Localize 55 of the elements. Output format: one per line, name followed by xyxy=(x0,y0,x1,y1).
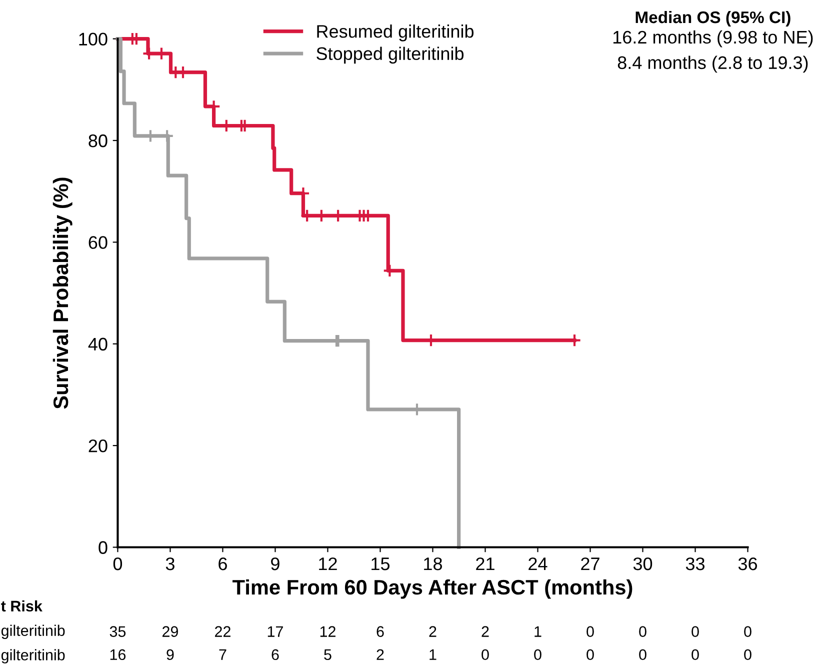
text: 1 xyxy=(534,626,542,637)
text: 0 xyxy=(482,649,489,660)
x-tick-label: 15 xyxy=(372,558,390,570)
text: 5 xyxy=(324,649,332,660)
x-axis-title: Time From 60 Days After ASCT (months) xyxy=(232,579,632,599)
text: 0 xyxy=(744,626,752,637)
x-tick-label: 0 xyxy=(113,557,122,570)
text: 29 xyxy=(162,626,178,637)
x-tick-label: 33 xyxy=(686,557,705,570)
text: 2 xyxy=(429,626,436,637)
text: 6 xyxy=(376,626,384,637)
y-tick-label: 60 xyxy=(88,236,108,249)
text: gilteritinib xyxy=(1,624,65,639)
text: 6 xyxy=(272,649,279,660)
text: 17 xyxy=(268,626,283,637)
text: 0 xyxy=(744,649,752,660)
text: 0 xyxy=(586,649,594,660)
x-tick-label: 24 xyxy=(528,557,548,570)
y-tick-label: 20 xyxy=(88,439,108,452)
annotation: 8.4 months (2.8 to 19.3) xyxy=(618,56,808,73)
x-tick-label: 30 xyxy=(633,557,652,570)
text: 0 xyxy=(692,649,699,660)
text: 22 xyxy=(214,626,230,637)
x-tick-label: 36 xyxy=(738,557,758,570)
text: 16 xyxy=(110,649,126,660)
text: gilteritinib xyxy=(1,649,65,664)
text: 0 xyxy=(586,626,594,637)
y-tick-label: 40 xyxy=(88,338,108,351)
x-tick-label: 6 xyxy=(218,557,227,570)
x-tick-label: 21 xyxy=(476,557,494,570)
x-tick-label: 27 xyxy=(581,557,600,570)
x-tick-label: 3 xyxy=(166,557,174,570)
text: 9 xyxy=(166,649,174,660)
text: 1 xyxy=(430,649,436,660)
text: 0 xyxy=(692,626,699,637)
x-tick-label: 12 xyxy=(319,557,337,570)
x-tick-label: 9 xyxy=(271,557,280,570)
text: 35 xyxy=(110,626,126,637)
text: 0 xyxy=(639,649,646,660)
annotation: 16.2 months (9.98 to NE) xyxy=(613,30,813,48)
text: t Risk xyxy=(1,600,42,612)
y-axis-title: Survival Probability (%) xyxy=(52,178,72,409)
text: 12 xyxy=(320,626,336,637)
x-tick-label: 18 xyxy=(424,557,442,570)
legend-label: Resumed gilteritinib xyxy=(317,24,474,42)
legend-label: Stopped gilteritinib xyxy=(316,46,464,64)
text: 0 xyxy=(639,626,646,637)
text: 0 xyxy=(534,649,542,660)
y-tick-label: 100 xyxy=(79,32,108,46)
text: Median OS (95% CI) xyxy=(636,10,790,26)
text: 2 xyxy=(482,626,489,637)
text: 2 xyxy=(376,649,384,660)
y-tick-label: 80 xyxy=(88,134,108,148)
text: 7 xyxy=(219,649,226,660)
y-tick-label: 0 xyxy=(98,541,108,554)
